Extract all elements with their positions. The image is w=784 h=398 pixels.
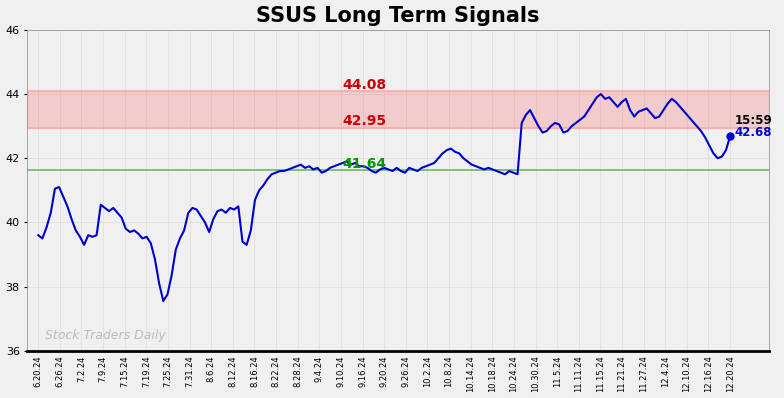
Text: 42.95: 42.95 — [343, 115, 387, 129]
Text: Stock Traders Daily: Stock Traders Daily — [45, 330, 165, 343]
Title: SSUS Long Term Signals: SSUS Long Term Signals — [256, 6, 540, 25]
Text: 44.08: 44.08 — [343, 78, 387, 92]
Text: 41.64: 41.64 — [343, 156, 387, 170]
Bar — [27, 92, 769, 128]
Text: 15:59: 15:59 — [735, 114, 772, 127]
Text: 42.68: 42.68 — [735, 126, 772, 139]
